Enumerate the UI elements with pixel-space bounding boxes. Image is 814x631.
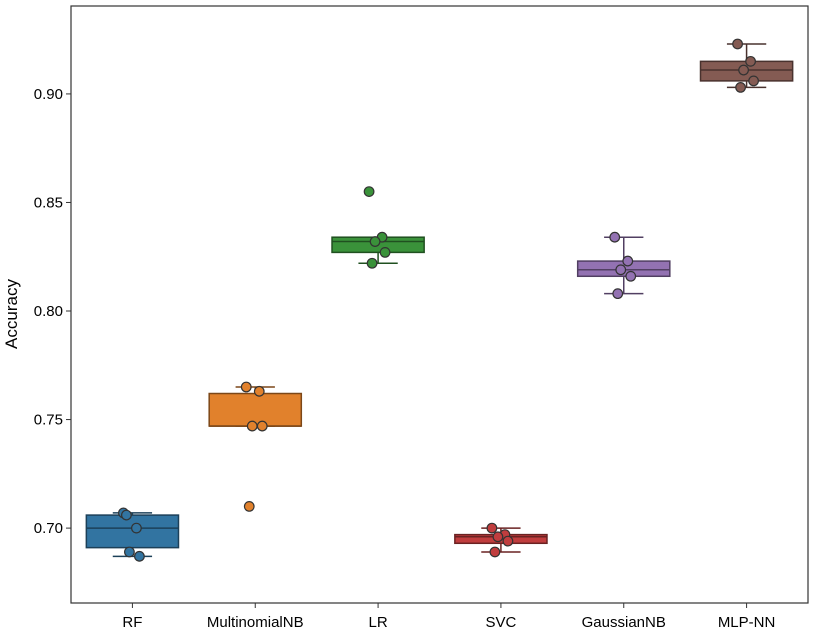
plot-frame [70, 5, 809, 604]
data-point [732, 38, 743, 50]
data-point [363, 186, 375, 198]
data-point [240, 381, 252, 393]
x-tick-label: SVC [485, 614, 516, 631]
y-axis: 0.70 0.75 0.80 0.85 0.90 [34, 86, 71, 537]
data-point [735, 82, 746, 93]
data-point [253, 385, 265, 397]
data-point [256, 420, 268, 432]
x-tick-label: GaussianNB [582, 614, 666, 631]
data-point [615, 264, 627, 276]
data-point [748, 75, 759, 87]
boxes [85, 43, 794, 558]
data-point [625, 270, 637, 282]
y-tick-label: 0.90 [34, 86, 63, 103]
data-point [246, 420, 258, 432]
y-tick-label: 0.75 [34, 412, 63, 429]
data-point [243, 500, 255, 512]
y-tick-label: 0.70 [34, 520, 63, 537]
x-tick-label: MLP-NN [718, 614, 776, 631]
x-axis: RF MultinomialNB LR SVC GaussianNB MLP-NN [122, 603, 775, 631]
data-point [131, 522, 142, 534]
data-point [369, 236, 381, 247]
x-tick-label: MultinomialNB [207, 614, 304, 631]
y-axis-label: Accuracy [2, 279, 21, 349]
data-point [738, 64, 749, 76]
data-point [124, 546, 135, 558]
data-point [489, 546, 501, 558]
data-point [121, 509, 132, 521]
data-point [612, 288, 624, 300]
data-point [502, 535, 514, 547]
data-point [366, 257, 378, 269]
data-point [486, 522, 498, 534]
data-points [118, 38, 759, 562]
iqr-box [208, 392, 303, 427]
y-tick-label: 0.85 [34, 194, 63, 211]
data-point [745, 55, 756, 67]
x-tick-label: RF [122, 614, 142, 631]
data-point [609, 231, 621, 243]
x-tick-label: LR [368, 614, 387, 631]
data-point [622, 255, 634, 267]
data-point [492, 531, 504, 543]
data-point [134, 550, 145, 562]
y-tick-label: 0.80 [34, 303, 63, 320]
data-point [379, 246, 391, 258]
